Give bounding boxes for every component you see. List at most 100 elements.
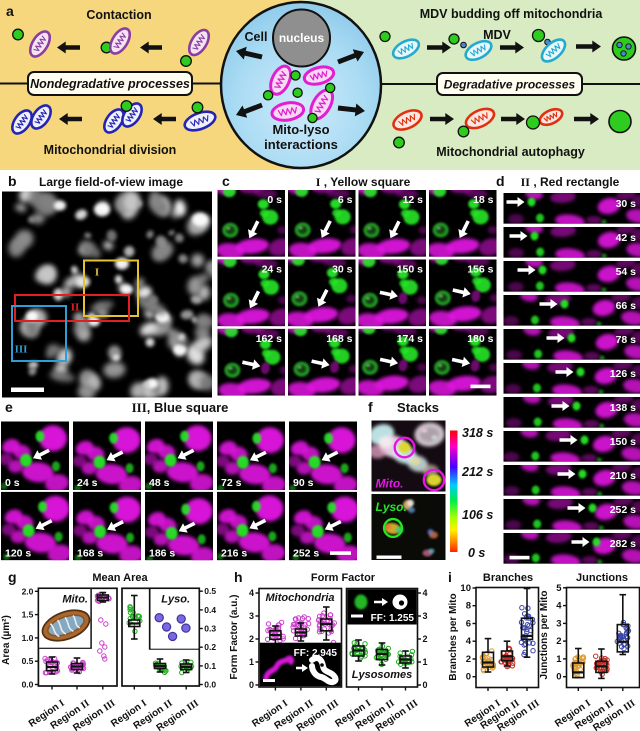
svg-text:a: a: [6, 3, 14, 19]
svg-text:FF: 1.255: FF: 1.255: [371, 613, 415, 624]
svg-text:72 s: 72 s: [221, 477, 242, 489]
svg-text:10: 10: [460, 583, 471, 594]
svg-text:106 s: 106 s: [462, 508, 493, 522]
svg-text:Form Factor (a.u.): Form Factor (a.u.): [229, 594, 240, 679]
svg-text:Junctions per Mito: Junctions per Mito: [539, 591, 550, 680]
svg-text:0.2: 0.2: [204, 642, 216, 652]
svg-text:0.5: 0.5: [204, 586, 216, 596]
svg-text:6 s: 6 s: [338, 194, 353, 206]
svg-text:g: g: [8, 569, 17, 585]
svg-text:Lysosomes: Lysosomes: [352, 669, 413, 681]
svg-text:150 s: 150 s: [610, 436, 636, 448]
svg-text:6: 6: [466, 619, 471, 630]
svg-text:Mean Area: Mean Area: [92, 572, 148, 584]
svg-text:42 s: 42 s: [616, 232, 637, 244]
svg-text:54 s: 54 s: [616, 266, 637, 278]
svg-text:Contaction: Contaction: [86, 8, 151, 22]
svg-text:66 s: 66 s: [616, 300, 637, 312]
svg-text:186 s: 186 s: [149, 547, 175, 559]
svg-text:3: 3: [556, 618, 561, 629]
svg-text:1: 1: [556, 654, 562, 665]
svg-text:Junctions: Junctions: [576, 572, 628, 584]
svg-text:120 s: 120 s: [5, 547, 31, 559]
svg-text:3: 3: [249, 611, 254, 621]
svg-text:c: c: [222, 173, 230, 189]
svg-text:5: 5: [556, 583, 562, 594]
svg-text:0.0: 0.0: [22, 680, 34, 690]
svg-text:126 s: 126 s: [610, 368, 636, 380]
svg-text:12 s: 12 s: [403, 194, 424, 206]
svg-text:318 s: 318 s: [462, 426, 493, 440]
svg-text:24 s: 24 s: [77, 477, 98, 489]
svg-text:180 s: 180 s: [467, 333, 493, 345]
svg-text:162 s: 162 s: [256, 333, 282, 345]
svg-text:0.5: 0.5: [22, 656, 34, 666]
svg-text:Stacks: Stacks: [397, 400, 439, 415]
svg-text:Mito.: Mito.: [62, 594, 88, 606]
svg-text:MDV: MDV: [483, 28, 511, 42]
svg-text:174 s: 174 s: [397, 333, 423, 345]
svg-text:nucleus: nucleus: [279, 31, 325, 45]
svg-text:48 s: 48 s: [149, 477, 170, 489]
svg-text:0.1: 0.1: [204, 661, 216, 671]
svg-text:Lyso.: Lyso.: [376, 500, 407, 514]
svg-text:Branches: Branches: [483, 572, 533, 584]
svg-text:2: 2: [466, 654, 471, 665]
svg-text:2: 2: [423, 634, 428, 644]
svg-text:1: 1: [423, 657, 428, 667]
svg-text:252 s: 252 s: [293, 547, 319, 559]
svg-text:138 s: 138 s: [610, 402, 636, 414]
svg-text:90 s: 90 s: [293, 477, 314, 489]
svg-text:0.0: 0.0: [204, 680, 216, 690]
svg-text:4: 4: [556, 601, 562, 612]
svg-text:4: 4: [249, 588, 254, 598]
svg-text:0 s: 0 s: [267, 194, 282, 206]
svg-text:III, Blue square: III, Blue square: [132, 400, 229, 415]
svg-text:4: 4: [466, 636, 472, 647]
svg-text:78 s: 78 s: [616, 334, 637, 346]
svg-text:interactions: interactions: [264, 137, 338, 152]
svg-text:0 s: 0 s: [468, 546, 485, 560]
svg-text:4: 4: [423, 588, 428, 598]
svg-text:2: 2: [249, 634, 254, 644]
svg-text:1.0: 1.0: [22, 633, 34, 643]
svg-text:216 s: 216 s: [221, 547, 247, 559]
svg-text:MDV budding off mitochondria: MDV budding off mitochondria: [420, 7, 604, 21]
svg-text:h: h: [234, 569, 243, 585]
svg-text:Degradative processes: Degradative processes: [444, 78, 576, 92]
svg-text:Mito.: Mito.: [376, 477, 404, 491]
svg-text:30 s: 30 s: [616, 198, 637, 210]
svg-text:282 s: 282 s: [610, 538, 636, 550]
svg-text:II: II: [71, 302, 80, 314]
svg-text:0: 0: [556, 672, 561, 683]
svg-text:0.4: 0.4: [204, 605, 216, 615]
svg-text:1: 1: [249, 657, 254, 667]
svg-text:210 s: 210 s: [610, 470, 636, 482]
svg-text:Mito-lyso: Mito-lyso: [272, 122, 329, 137]
svg-text:Cell: Cell: [245, 30, 268, 44]
svg-text:3: 3: [423, 611, 428, 621]
svg-text:30 s: 30 s: [332, 263, 353, 275]
svg-text:Mitochondrial division: Mitochondrial division: [44, 143, 177, 157]
svg-text:168 s: 168 s: [77, 547, 103, 559]
svg-text:0.3: 0.3: [204, 624, 216, 634]
svg-text:I , Yellow square: I , Yellow square: [316, 175, 411, 189]
svg-text:2.0: 2.0: [22, 586, 34, 596]
svg-text:e: e: [5, 399, 13, 415]
svg-text:III: III: [15, 344, 28, 356]
svg-text:I: I: [95, 267, 99, 279]
svg-text:0: 0: [249, 680, 254, 690]
svg-text:0: 0: [423, 680, 428, 690]
svg-text:Mitochondria: Mitochondria: [265, 592, 334, 604]
svg-text:Branches per Mito: Branches per Mito: [448, 593, 459, 680]
svg-text:Nondegradative processes: Nondegradative processes: [30, 77, 190, 91]
svg-text:2: 2: [556, 636, 561, 647]
svg-text:0: 0: [466, 672, 471, 683]
svg-text:156 s: 156 s: [467, 263, 493, 275]
svg-text:18 s: 18 s: [473, 194, 494, 206]
svg-text:b: b: [8, 173, 17, 189]
svg-text:168 s: 168 s: [326, 333, 352, 345]
svg-text:Mitochondrial autophagy: Mitochondrial autophagy: [436, 145, 585, 159]
svg-text:d: d: [496, 173, 505, 189]
svg-text:24 s: 24 s: [262, 263, 283, 275]
